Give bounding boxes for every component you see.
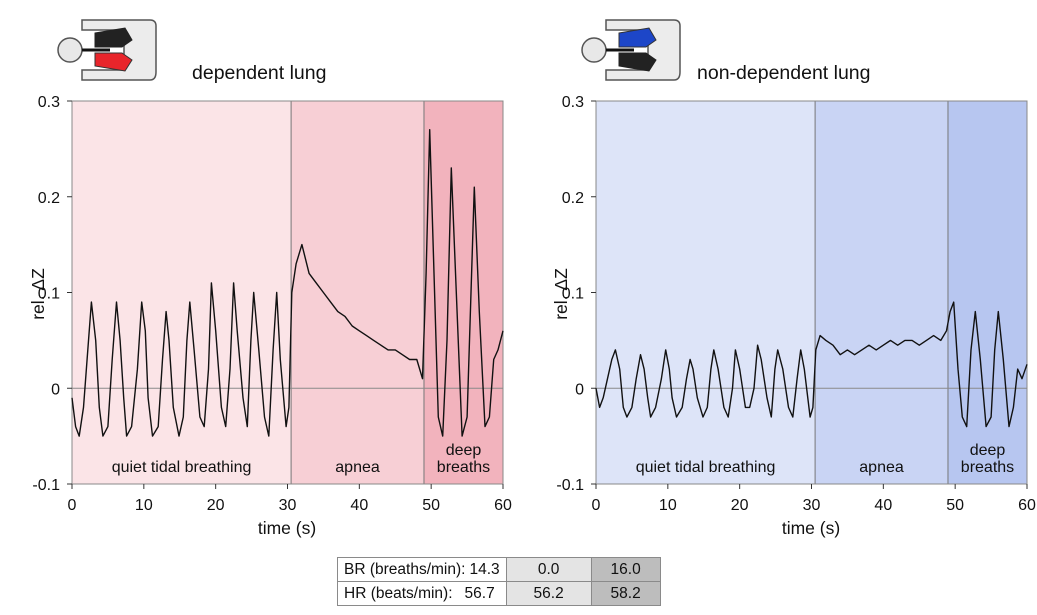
y-tick-label: 0.1 [38, 286, 60, 303]
x-axis-label: time (s) [782, 518, 840, 538]
y-tick-label: -0.1 [556, 477, 584, 494]
phase-label: apnea [335, 459, 380, 476]
chart-title: non-dependent lung [697, 62, 871, 84]
phase-region [423, 101, 503, 484]
chart-title: dependent lung [192, 62, 326, 84]
phase-region [291, 101, 424, 484]
table-cell-apnea: 0.0 [505, 557, 592, 582]
x-tick-label: 40 [874, 497, 892, 514]
table-cell-deep: 58.2 [590, 581, 661, 606]
phase-label: quiet tidal breathing [112, 459, 252, 476]
y-tick-label: -0.1 [32, 477, 60, 494]
y-tick-label: 0.3 [38, 94, 60, 111]
phase-region [815, 101, 948, 484]
phase-label: deep [970, 442, 1006, 459]
table-row: HR (beats/min): 56.7 56.2 58.2 [337, 581, 661, 606]
phase-label: apnea [859, 459, 904, 476]
phase-label: deep [446, 442, 482, 459]
x-tick-label: 30 [803, 497, 821, 514]
table-cell-label: HR (beats/min): 56.7 [337, 581, 507, 606]
x-tick-label: 10 [659, 497, 677, 514]
lung-orientation-icon-dependent [57, 19, 157, 81]
x-axis-label: time (s) [258, 518, 316, 538]
table-row: BR (breaths/min): 14.3 0.0 16.0 [337, 557, 661, 582]
y-tick-label: 0 [575, 381, 584, 398]
chart-non-dependent-lung: non-dependent lung -0.1 0 0.1 0.2 0.3 0 10 20 30… [551, 19, 1036, 538]
x-tick-label: 60 [1018, 497, 1036, 514]
x-tick-label: 20 [731, 497, 749, 514]
x-tick-label: 10 [135, 497, 153, 514]
x-tick-label: 30 [279, 497, 297, 514]
chart-dependent-lung: dependent lung -0.1 0 0.1 0.2 0.3 0 10 20 30 40 50… [28, 19, 512, 538]
phase-region [596, 101, 816, 484]
y-axis-label: rel. ΔZ [551, 268, 571, 320]
plot-area: -0.1 0 0.1 0.2 0.3 0 10 20 30 40 50 60 quiet tidal b… [556, 94, 1036, 514]
x-tick-label: 60 [494, 497, 512, 514]
y-tick-label: 0.2 [562, 190, 584, 207]
vital-signs-table: BR (breaths/min): 14.3 0.0 16.0 HR (beats… [337, 557, 661, 606]
y-tick-label: 0.2 [38, 190, 60, 207]
x-tick-label: 50 [946, 497, 964, 514]
series-line [595, 301, 1028, 428]
y-tick-label: 0 [51, 381, 60, 398]
table-cell-apnea: 56.2 [505, 581, 592, 606]
y-axis-label: rel. ΔZ [28, 268, 48, 320]
phase-label: breaths [437, 459, 490, 476]
phase-region [947, 101, 1027, 484]
table-cell-label: BR (breaths/min): 14.3 [337, 557, 507, 582]
y-tick-label: 0.1 [562, 286, 584, 303]
x-tick-label: 50 [422, 497, 440, 514]
lung-orientation-icon-nondependent [581, 19, 681, 81]
x-tick-label: 0 [68, 497, 77, 514]
table-cell-deep: 16.0 [590, 557, 661, 582]
y-tick-label: 0.3 [562, 94, 584, 111]
phase-label: quiet tidal breathing [636, 459, 776, 476]
phase-label: breaths [961, 459, 1014, 476]
series-line [71, 129, 504, 437]
x-tick-label: 0 [592, 497, 601, 514]
plot-area: -0.1 0 0.1 0.2 0.3 0 10 20 30 40 50 60 quiet tidal b… [32, 94, 512, 514]
x-tick-label: 40 [350, 497, 368, 514]
x-tick-label: 20 [207, 497, 225, 514]
